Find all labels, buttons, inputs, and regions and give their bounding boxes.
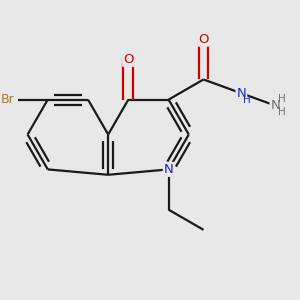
Text: O: O xyxy=(123,53,134,66)
Text: N: N xyxy=(236,87,246,100)
Text: N: N xyxy=(271,99,280,112)
Text: H: H xyxy=(278,94,286,104)
Text: H: H xyxy=(243,95,251,105)
Text: O: O xyxy=(198,33,209,46)
Text: H: H xyxy=(278,107,286,118)
Text: Br: Br xyxy=(1,93,15,106)
Text: N: N xyxy=(164,163,173,176)
